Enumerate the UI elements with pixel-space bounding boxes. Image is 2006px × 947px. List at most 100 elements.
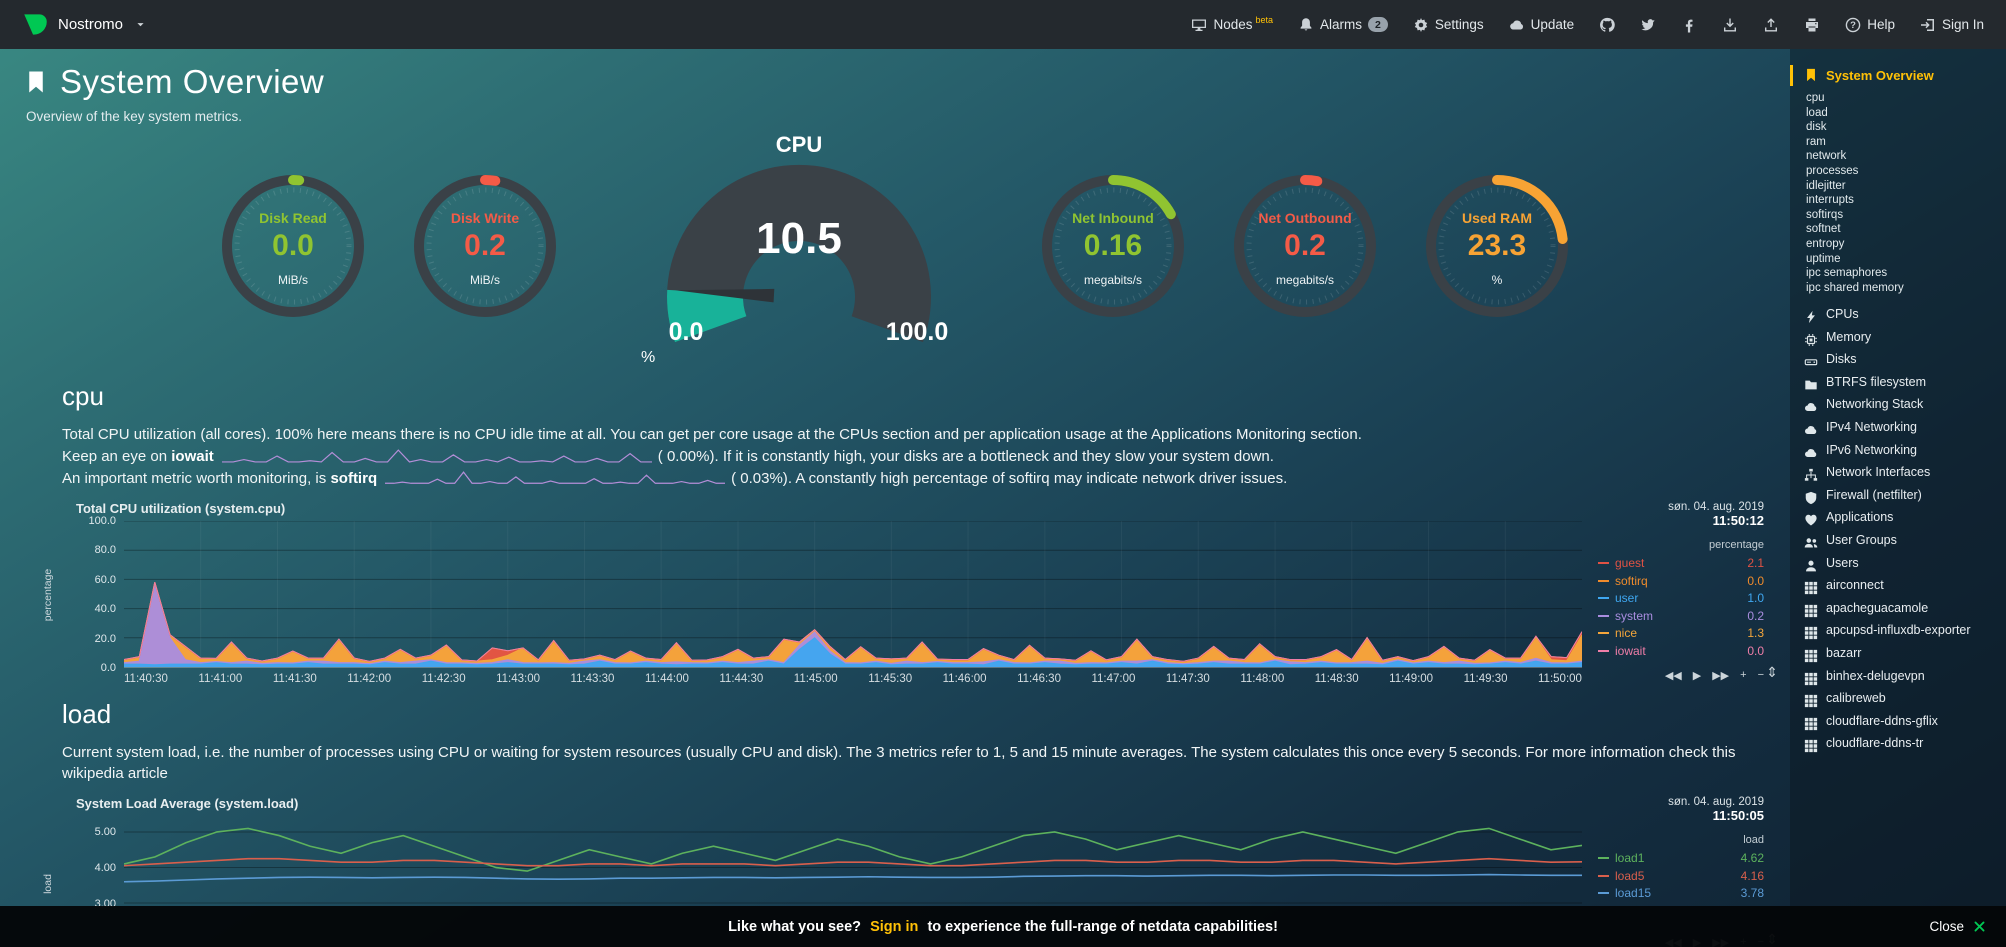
sidebar-item[interactable]: Users [1804, 553, 1996, 576]
wikipedia-link[interactable]: this wikipedia article [62, 744, 1736, 782]
topbar-item[interactable]: ? Help [1845, 17, 1895, 33]
legend-row[interactable]: softirq 0.0 [1598, 573, 1764, 591]
iowait-note: Keep an eye on iowait( 0.00%). If it is … [62, 448, 1274, 465]
sidebar-item-icon [1804, 739, 1818, 753]
sidebar-item[interactable]: BTRFS filesystem [1804, 372, 1996, 395]
sidebar-item[interactable]: Disks [1804, 350, 1996, 373]
legend-row[interactable]: load1 4.62 [1598, 850, 1764, 868]
legend-row[interactable]: user 1.0 [1598, 590, 1764, 608]
topbar-item[interactable] [1599, 17, 1615, 33]
legend-row[interactable]: iowait 0.0 [1598, 643, 1764, 661]
cpu-section-heading: cpu [62, 381, 104, 411]
sidebar-item[interactable]: User Groups [1804, 530, 1996, 553]
sidebar-item[interactable]: disk [1804, 120, 1996, 135]
iowait-sparkline[interactable] [222, 448, 652, 463]
sidebar-item[interactable]: Applications [1804, 508, 1996, 531]
sidebar-item[interactable]: Networking Stack [1804, 395, 1996, 418]
sidebar-item-icon [1804, 626, 1818, 640]
sidebar-item[interactable]: idlejitter [1804, 179, 1996, 194]
sidebar-item[interactable]: softnet [1804, 222, 1996, 237]
sidebar-item[interactable]: load [1804, 106, 1996, 121]
chart-tool-button[interactable]: + [1740, 669, 1747, 681]
sidebar-item[interactable]: softirqs [1804, 208, 1996, 223]
chart-tool-button[interactable]: ▶▶ [1712, 670, 1730, 682]
legend-series-value: 2.1 [1747, 556, 1764, 570]
topbar-item[interactable] [1681, 17, 1697, 33]
sidebar-item[interactable]: network [1804, 149, 1996, 164]
sidebar-item-label: disk [1806, 121, 1827, 134]
sidebar-item[interactable]: bazarr [1804, 643, 1996, 666]
chart-tool-button[interactable]: ▶ [1692, 670, 1702, 682]
chart-tool-button[interactable]: − [1757, 669, 1764, 681]
sidebar-item-label: binhex-delugevpn [1826, 668, 1925, 683]
sidebar-item[interactable]: airconnect [1804, 575, 1996, 598]
legend-row[interactable]: system 0.2 [1598, 608, 1764, 626]
topbar-item[interactable]: Nodes beta [1191, 15, 1273, 33]
sidebar-item[interactable]: processes [1804, 164, 1996, 179]
sidebar-item-label: processes [1806, 164, 1859, 177]
gauge-value: 23.3 [1467, 229, 1527, 262]
sidebar-item[interactable]: cloudflare-ddns-tr [1804, 734, 1996, 757]
legend-row[interactable]: load5 4.16 [1598, 868, 1764, 886]
banner-sign-in-link[interactable]: Sign in [870, 918, 919, 935]
sidebar-item-icon [1804, 423, 1818, 437]
sidebar-item[interactable]: CPUs [1804, 304, 1996, 327]
y-tick-label: 0.0 [100, 662, 116, 674]
sidebar-item-icon [1804, 672, 1818, 686]
sidebar-item[interactable]: System Overview [1790, 65, 1996, 86]
cpu-gauge-unit: % [641, 349, 656, 366]
sidebar-item[interactable]: apacheguacamole [1804, 598, 1996, 621]
topbar-item[interactable]: Alarms 2 [1298, 17, 1388, 33]
topbar-item[interactable] [1804, 17, 1820, 33]
sidebar-item[interactable]: IPv6 Networking [1804, 440, 1996, 463]
cpu-gauge[interactable]: CPU 10.5 0.0 100.0 % [589, 132, 1009, 367]
node-selector[interactable]: Nostromo [22, 11, 146, 38]
sidebar-item[interactable]: ipc semaphores [1804, 266, 1996, 281]
softirq-sparkline[interactable] [385, 470, 725, 485]
cpu-chart-canvas[interactable] [124, 521, 1582, 667]
load-chart-canvas[interactable] [124, 816, 1582, 947]
legend-series-value: 4.62 [1740, 851, 1764, 865]
easy-pie-gauge[interactable]: Net Outbound 0.2 megabits/s [1209, 166, 1401, 326]
sidebar-item[interactable]: cloudflare-ddns-gflix [1804, 711, 1996, 734]
sidebar-item[interactable]: binhex-delugevpn [1804, 666, 1996, 689]
legend-series-name: iowait [1615, 643, 1646, 658]
sidebar-item[interactable]: entropy [1804, 237, 1996, 252]
legend-row[interactable]: load15 3.78 [1598, 885, 1764, 903]
legend-series-value: 0.0 [1747, 643, 1764, 658]
sidebar-item[interactable]: interrupts [1804, 193, 1996, 208]
easy-pie-gauge[interactable]: Used RAM 23.3 % [1401, 166, 1593, 326]
sidebar-item[interactable]: uptime [1804, 252, 1996, 267]
topbar-item[interactable]: Sign In [1920, 17, 1984, 33]
easy-pie-gauge[interactable]: Disk Read 0.0 MiB/s [197, 166, 389, 326]
x-tick-label: 11:44:00 [644, 673, 689, 685]
legend-row[interactable]: guest 2.1 [1598, 555, 1764, 573]
easy-pie-gauge[interactable]: Net Inbound 0.16 megabits/s [1017, 166, 1209, 326]
easy-pie-gauge[interactable]: Disk Write 0.2 MiB/s [389, 166, 581, 326]
sidebar-item[interactable]: IPv4 Networking [1804, 417, 1996, 440]
banner-close-button[interactable]: Close [1929, 919, 1986, 934]
chart-resize-handle[interactable]: ⇕ [1766, 664, 1778, 680]
sidebar-item[interactable]: Memory [1804, 327, 1996, 350]
topbar-item[interactable] [1722, 17, 1738, 33]
sidebar-item[interactable]: ipc shared memory [1804, 281, 1996, 296]
topbar-item[interactable]: Update [1509, 17, 1574, 33]
sidebar-item[interactable]: Firewall (netfilter) [1804, 485, 1996, 508]
sidebar-item[interactable]: calibreweb [1804, 688, 1996, 711]
topbar-item[interactable] [1763, 17, 1779, 33]
chart-tool-button[interactable]: ◀◀ [1664, 670, 1682, 682]
sidebar-item-icon [1804, 355, 1818, 369]
topbar-item[interactable] [1640, 17, 1656, 33]
topbar-item[interactable]: Settings [1413, 17, 1484, 33]
gauge-unit: % [1491, 273, 1503, 287]
gauges-row: Disk Read 0.0 MiB/s Disk Write 0.2 MiB [24, 130, 1766, 367]
main-content: System Overview Overview of the key syst… [0, 49, 1790, 947]
legend-row[interactable]: nice 1.3 [1598, 625, 1764, 643]
sidebar-item[interactable]: apcupsd-influxdb-exporter [1804, 621, 1996, 644]
sidebar-item[interactable]: cpu [1804, 91, 1996, 106]
legend-unit-header: load [1743, 834, 1764, 846]
topbar-item-label: Alarms [1320, 17, 1363, 32]
sidebar-item[interactable]: Network Interfaces [1804, 462, 1996, 485]
gauge-title: Net Inbound [1072, 210, 1154, 226]
sidebar-item[interactable]: ram [1804, 135, 1996, 150]
